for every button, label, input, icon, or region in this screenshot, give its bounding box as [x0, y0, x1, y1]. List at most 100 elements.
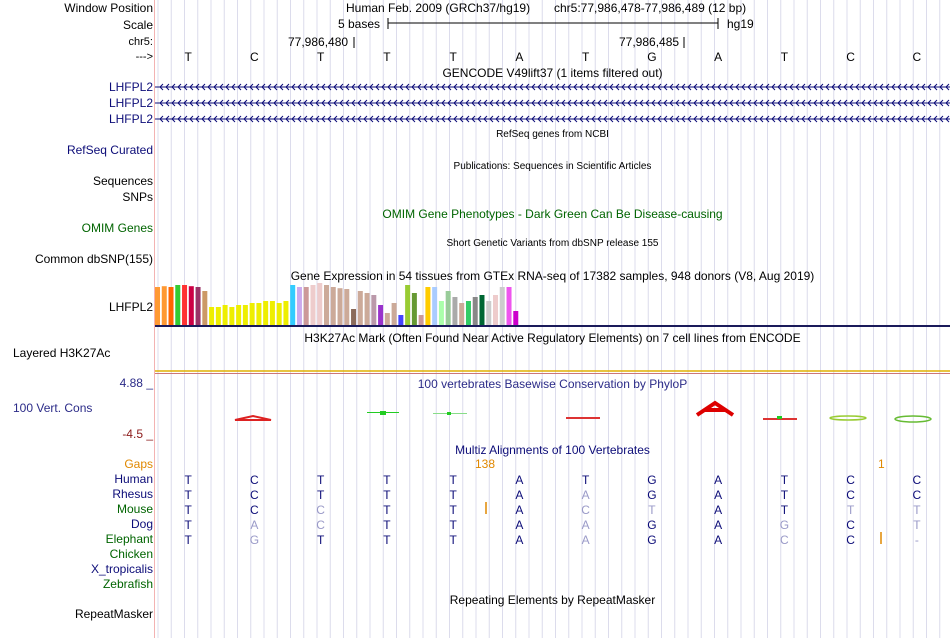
multiz-track-title[interactable]: Multiz Alignments of 100 Vertebrates: [455, 443, 650, 457]
gtex-bar: [499, 287, 505, 325]
species-label[interactable]: Mouse: [116, 502, 153, 516]
gtex-bar: [405, 285, 411, 325]
gtex-bar: [465, 301, 471, 325]
h3k27ac-track-title[interactable]: H3K27Ac Mark (Often Found Near Active Re…: [304, 331, 801, 345]
gencode-item[interactable]: LHFPL2: [108, 112, 153, 126]
gtex-bar: [283, 301, 289, 325]
alignment-base: C: [846, 518, 855, 532]
species-label[interactable]: Rhesus: [112, 487, 153, 501]
alignment-base: T: [781, 473, 789, 487]
ruler-coord-1: 77,986,480: [288, 35, 349, 49]
ruler-coord-2: 77,986,485: [619, 35, 680, 49]
gaps-label: Gaps: [124, 457, 153, 471]
alignment-base: T: [383, 473, 391, 487]
gtex-bar: [242, 305, 248, 325]
gtex-bar: [168, 287, 174, 325]
alignment-base: T: [582, 473, 590, 487]
gtex-bar: [398, 315, 404, 325]
gtex-bar: [337, 288, 343, 325]
omim-track-title[interactable]: OMIM Gene Phenotypes - Dark Green Can Be…: [382, 207, 723, 221]
base-letter: C: [846, 50, 855, 64]
scale-bar: [387, 18, 719, 29]
phylop-label[interactable]: 100 Vert. Cons: [13, 401, 93, 415]
alignment-base: A: [515, 503, 523, 517]
alignment-base: C: [250, 488, 259, 502]
gtex-bar: [324, 285, 329, 325]
gtex-bar: [310, 285, 316, 325]
gtex-bar: [155, 287, 160, 325]
alignment-base: T: [913, 518, 921, 532]
rmsk-track-title[interactable]: Repeating Elements by RepeatMasker: [449, 593, 656, 607]
h3k27ac-label[interactable]: Layered H3K27Ac: [13, 346, 111, 360]
gtex-bar: [486, 301, 492, 325]
base-letter: T: [184, 50, 192, 64]
alignment-base: G: [780, 518, 789, 532]
alignment-base: A: [582, 518, 590, 532]
gencode-track-title[interactable]: GENCODE V49lift37 (1 items filtered out): [442, 66, 663, 80]
gencode-gene-lines: [155, 83, 950, 123]
alignment-base: G: [647, 518, 656, 532]
omim-label[interactable]: OMIM Genes: [81, 221, 153, 235]
species-label[interactable]: Elephant: [105, 532, 153, 546]
alignment-base: A: [515, 518, 523, 532]
gtex-bar: [182, 285, 188, 325]
alignment-base: T: [781, 488, 789, 502]
species-label[interactable]: Human: [114, 472, 153, 486]
gtex-bar: [317, 283, 323, 325]
strand-arrows: [159, 83, 950, 91]
gap-markers: [485, 502, 882, 544]
gtex-track-title[interactable]: Gene Expression in 54 tissues from GTEx …: [290, 269, 815, 283]
species-label[interactable]: X_tropicalis: [90, 562, 153, 576]
gtex-bar: [209, 307, 215, 325]
gtex-bar: [411, 293, 417, 325]
gtex-bar: [425, 287, 431, 325]
phylop-mark: [695, 400, 735, 417]
alignment-base: C: [846, 473, 855, 487]
gtex-bar: [202, 291, 208, 325]
strand-arrows: [159, 115, 950, 123]
alignment-base: C: [250, 473, 259, 487]
gencode-item[interactable]: LHFPL2: [108, 80, 153, 94]
phylop-max: 4.88 _: [119, 376, 153, 390]
scale-label: Scale: [122, 18, 153, 32]
scale-text: 5 bases: [338, 17, 381, 31]
alignment-base: A: [714, 518, 722, 532]
pubs-track-title[interactable]: Publications: Sequences in Scientific Ar…: [453, 161, 652, 172]
alignment-base: T: [383, 533, 391, 547]
pubs-snps-label[interactable]: SNPs: [122, 190, 153, 204]
phylop-glyphs: [234, 400, 932, 423]
phylop-mark: [829, 415, 867, 421]
gtex-gene-label[interactable]: LHFPL2: [108, 300, 153, 314]
rmsk-label[interactable]: RepeatMasker: [74, 607, 153, 621]
species-label[interactable]: Zebrafish: [102, 577, 153, 591]
base-letter: C: [913, 50, 922, 64]
gtex-bar: [513, 311, 519, 325]
gencode-item[interactable]: LHFPL2: [108, 96, 153, 110]
refseq-track-title[interactable]: RefSeq genes from NCBI: [496, 129, 609, 140]
gtex-bar: [472, 297, 478, 325]
gtex-bar: [249, 303, 255, 325]
alignment-base: C: [846, 488, 855, 502]
alignment-base: A: [582, 488, 590, 502]
alignment-base: T: [449, 533, 457, 547]
alignment-base: T: [317, 533, 325, 547]
base-letter: T: [582, 50, 590, 64]
dbsnp-label[interactable]: Common dbSNP(155): [34, 252, 153, 266]
alignment-base: G: [647, 533, 656, 547]
alignment-base: C: [913, 488, 922, 502]
pubs-sequences-label[interactable]: Sequences: [92, 174, 153, 188]
base-letter: C: [250, 50, 259, 64]
gap-count-1: 1: [878, 457, 885, 471]
dbsnp-track-title[interactable]: Short Genetic Variants from dbSNP releas…: [446, 238, 659, 249]
species-label[interactable]: Chicken: [109, 547, 153, 561]
chrom-label: chr5:: [128, 36, 153, 48]
strand-arrows: [159, 99, 950, 107]
phylop-track-title[interactable]: 100 vertebrates Basewise Conservation by…: [417, 377, 688, 391]
alignment-base: C: [316, 518, 325, 532]
refseq-label[interactable]: RefSeq Curated: [66, 143, 153, 157]
gtex-bar: [364, 293, 370, 325]
gtex-bar: [195, 287, 201, 325]
phylop-mark: [894, 415, 932, 423]
species-label[interactable]: Dog: [130, 517, 153, 531]
